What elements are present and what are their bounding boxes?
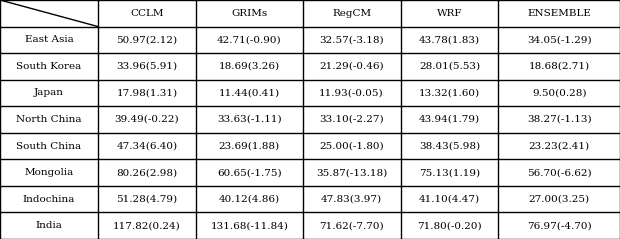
Text: 38.27(-1.13): 38.27(-1.13)	[527, 115, 591, 124]
Text: 9.50(0.28): 9.50(0.28)	[532, 88, 587, 98]
Text: 80.26(2.98): 80.26(2.98)	[117, 168, 177, 177]
Text: 56.70(-6.62): 56.70(-6.62)	[527, 168, 591, 177]
Text: Mongolia: Mongolia	[24, 168, 74, 177]
Text: 75.13(1.19): 75.13(1.19)	[419, 168, 480, 177]
Text: 18.68(2.71): 18.68(2.71)	[529, 62, 590, 71]
Text: East Asia: East Asia	[25, 35, 73, 44]
Text: 25.00(-1.80): 25.00(-1.80)	[319, 141, 384, 151]
Text: GRIMs: GRIMs	[231, 9, 267, 18]
Text: 27.00(3.25): 27.00(3.25)	[529, 195, 590, 204]
Text: North China: North China	[16, 115, 82, 124]
Text: 35.87(-13.18): 35.87(-13.18)	[316, 168, 387, 177]
Text: 23.69(1.88): 23.69(1.88)	[219, 141, 280, 151]
Text: 33.96(5.91): 33.96(5.91)	[117, 62, 177, 71]
Text: WRF: WRF	[436, 9, 463, 18]
Text: 13.32(1.60): 13.32(1.60)	[419, 88, 480, 98]
Text: RegCM: RegCM	[332, 9, 371, 18]
Text: 39.49(-0.22): 39.49(-0.22)	[115, 115, 179, 124]
Text: 18.69(3.26): 18.69(3.26)	[219, 62, 280, 71]
Text: 33.63(-1.11): 33.63(-1.11)	[217, 115, 281, 124]
Text: 34.05(-1.29): 34.05(-1.29)	[527, 35, 591, 44]
Text: South China: South China	[16, 141, 82, 151]
Text: 117.82(0.24): 117.82(0.24)	[113, 221, 181, 230]
Text: 50.97(2.12): 50.97(2.12)	[117, 35, 177, 44]
Text: 21.29(-0.46): 21.29(-0.46)	[319, 62, 384, 71]
Text: 38.43(5.98): 38.43(5.98)	[419, 141, 480, 151]
Text: 33.10(-2.27): 33.10(-2.27)	[319, 115, 384, 124]
Text: 32.57(-3.18): 32.57(-3.18)	[319, 35, 384, 44]
Text: 11.44(0.41): 11.44(0.41)	[219, 88, 280, 98]
Text: ENSEMBLE: ENSEMBLE	[527, 9, 591, 18]
Text: CCLM: CCLM	[130, 9, 164, 18]
Text: Indochina: Indochina	[23, 195, 75, 204]
Text: 40.12(4.86): 40.12(4.86)	[219, 195, 280, 204]
Text: 23.23(2.41): 23.23(2.41)	[529, 141, 590, 151]
Text: 11.93(-0.05): 11.93(-0.05)	[319, 88, 384, 98]
Text: Japan: Japan	[34, 88, 64, 98]
Text: 71.62(-7.70): 71.62(-7.70)	[319, 221, 384, 230]
Text: 43.94(1.79): 43.94(1.79)	[419, 115, 480, 124]
Text: 131.68(-11.84): 131.68(-11.84)	[210, 221, 288, 230]
Text: 43.78(1.83): 43.78(1.83)	[419, 35, 480, 44]
Text: 47.83(3.97): 47.83(3.97)	[321, 195, 382, 204]
Text: 71.80(-0.20): 71.80(-0.20)	[417, 221, 482, 230]
Text: 42.71(-0.90): 42.71(-0.90)	[217, 35, 281, 44]
Text: 76.97(-4.70): 76.97(-4.70)	[527, 221, 591, 230]
Text: 28.01(5.53): 28.01(5.53)	[419, 62, 480, 71]
Text: 17.98(1.31): 17.98(1.31)	[117, 88, 177, 98]
Text: South Korea: South Korea	[16, 62, 82, 71]
Text: India: India	[35, 221, 63, 230]
Text: 47.34(6.40): 47.34(6.40)	[117, 141, 177, 151]
Text: 41.10(4.47): 41.10(4.47)	[419, 195, 480, 204]
Text: 51.28(4.79): 51.28(4.79)	[117, 195, 177, 204]
Text: 60.65(-1.75): 60.65(-1.75)	[217, 168, 281, 177]
